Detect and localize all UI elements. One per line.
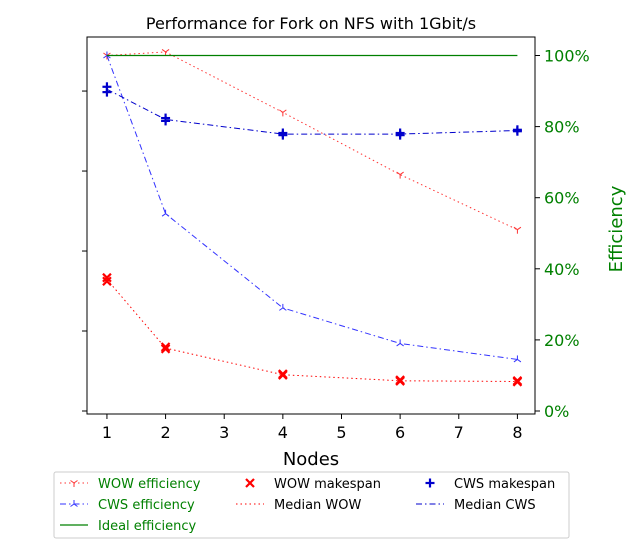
legend-box <box>53 471 570 539</box>
data-point <box>102 272 112 283</box>
x-tick-label: 1 <box>102 423 112 442</box>
series-line <box>106 55 518 360</box>
x-tick-label: 3 <box>219 423 229 442</box>
tri-up-marker <box>399 343 404 347</box>
x-marker <box>160 342 171 352</box>
tri-up-marker <box>103 55 108 59</box>
right-tick-label: 100% <box>544 47 590 66</box>
right-tick-label: 20% <box>544 331 580 350</box>
legend-entry: WOW efficiency <box>60 477 201 492</box>
legend: WOW efficiency CWS efficiency Ideal effici… <box>53 471 570 539</box>
tri-down-marker <box>282 109 287 113</box>
data-point <box>70 500 78 507</box>
data-point <box>70 480 78 487</box>
tri-down-marker <box>161 49 166 53</box>
right-tick-label: 60% <box>544 189 580 208</box>
right-tick-label: 40% <box>544 260 580 279</box>
tri-up-marker <box>70 503 75 507</box>
legend-label: CWS efficiency <box>98 498 195 513</box>
x-tick-label: 4 <box>278 423 288 442</box>
tri-up-marker <box>282 307 287 311</box>
legend-label: Median CWS <box>454 498 536 513</box>
tri-up-marker <box>161 213 166 217</box>
x-marker <box>395 376 405 386</box>
x-marker <box>102 272 112 283</box>
series-wow-makespan <box>102 272 523 387</box>
data-point <box>513 226 522 234</box>
legend-entry: WOW makespan <box>245 477 381 492</box>
tri-down-marker <box>399 171 404 175</box>
tri-down-marker <box>73 480 78 484</box>
x-tick-label: 5 <box>336 423 346 442</box>
legend-label: Ideal efficiency <box>98 519 197 534</box>
right-axis-label: Efficiency <box>606 185 627 272</box>
axes: 1 2 3 4 5 6 7 80%20%40%60%80%100% <box>82 36 590 442</box>
data-point <box>102 87 112 97</box>
tri-down-marker <box>279 109 284 113</box>
x-axis-label: Nodes <box>283 449 339 470</box>
legend-label: WOW efficiency <box>98 477 201 492</box>
data-point <box>279 303 287 311</box>
right-tick-label: 0% <box>544 402 569 421</box>
data-point <box>513 355 522 363</box>
x-marker <box>278 370 288 380</box>
legend-label: WOW makespan <box>274 477 381 492</box>
data-point <box>425 478 435 488</box>
tri-down-marker <box>165 49 170 53</box>
x-tick-label: 7 <box>454 423 464 442</box>
chart-title: Performance for Fork on NFS with 1Gbit/s <box>146 14 476 33</box>
x-tick-label: 2 <box>160 423 170 442</box>
tri-down-marker <box>513 226 518 231</box>
legend-label: Median WOW <box>274 498 362 513</box>
data-point <box>395 376 405 386</box>
data-point <box>278 130 288 140</box>
series-median-wow <box>106 279 518 382</box>
tri-up-marker <box>396 343 401 347</box>
plot-frame <box>86 36 536 415</box>
series-cws-efficiency <box>103 51 522 363</box>
x-marker <box>102 276 112 287</box>
data-point <box>160 344 171 354</box>
x-tick-label: 6 <box>395 423 405 442</box>
data-point <box>161 116 171 126</box>
series-cws-makespan <box>102 82 522 140</box>
tri-down-marker <box>517 226 522 231</box>
x-marker <box>512 377 523 387</box>
legend-entry: CWS efficiency <box>60 498 195 513</box>
right-tick-label: 80% <box>544 118 580 137</box>
x-marker <box>245 478 255 488</box>
legend-entry: Median CWS <box>416 498 536 513</box>
tri-up-marker <box>513 359 518 363</box>
plot-area <box>102 49 523 387</box>
legend-entry: CWS makespan <box>425 477 555 492</box>
tri-up-marker <box>517 359 522 363</box>
tri-up-marker <box>279 307 284 311</box>
data-point <box>102 276 112 287</box>
data-point <box>245 478 255 488</box>
tri-down-marker <box>396 171 401 175</box>
series-line <box>106 88 518 135</box>
x-marker <box>160 344 171 354</box>
tri-down-marker <box>70 480 75 484</box>
data-point <box>279 109 287 117</box>
data-point <box>512 126 522 136</box>
tri-down-marker <box>103 52 108 56</box>
legend-entry: Median WOW <box>236 498 362 513</box>
series-wow-efficiency <box>103 49 522 234</box>
data-point <box>395 130 405 140</box>
legend-entry: Ideal efficiency <box>60 519 197 534</box>
series-line <box>106 279 518 382</box>
tri-up-marker <box>165 213 170 217</box>
data-point <box>278 370 288 380</box>
data-point <box>396 171 404 179</box>
series-line <box>106 51 518 231</box>
data-point <box>161 209 170 217</box>
tri-up-marker <box>73 503 78 507</box>
series-median-cws <box>106 88 518 135</box>
x-tick-label: 8 <box>512 423 522 442</box>
data-point <box>396 339 404 347</box>
legend-label: CWS makespan <box>454 477 555 492</box>
data-point <box>512 377 523 387</box>
